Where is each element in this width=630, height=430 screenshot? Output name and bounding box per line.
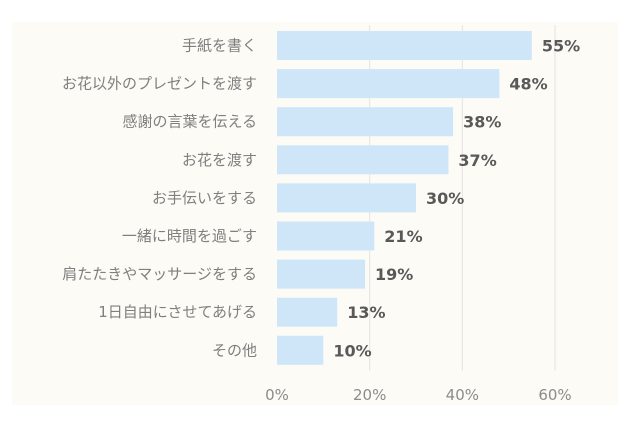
value-label: 10%	[333, 341, 371, 360]
bar	[277, 107, 454, 137]
value-label: 19%	[375, 265, 413, 284]
category-label: 感謝の言葉を伝える	[122, 113, 257, 131]
value-label: 37%	[458, 151, 496, 170]
value-label: 21%	[384, 227, 422, 246]
x-tick-label: 60%	[538, 386, 571, 404]
bar	[277, 221, 375, 251]
bar	[277, 31, 532, 60]
category-label: 一緒に時間を過ごす	[122, 227, 257, 245]
value-label: 48%	[509, 75, 547, 94]
bar	[277, 145, 449, 175]
category-label: 肩たたきやマッサージをする	[62, 265, 257, 283]
value-label: 38%	[463, 113, 501, 132]
bar	[277, 69, 500, 99]
x-tick-label: 0%	[265, 386, 289, 404]
bars	[277, 31, 532, 365]
bar	[277, 259, 366, 289]
value-label: 30%	[426, 189, 464, 208]
bar	[277, 183, 416, 213]
category-label: 手紙を書く	[182, 37, 257, 55]
category-labels: 手紙を書くお花以外のプレゼントを渡す感謝の言葉を伝えるお花を渡すお手伝いをする一…	[62, 37, 257, 360]
category-label: その他	[212, 341, 257, 359]
x-axis-tick-labels: 0% 20% 40% 60%	[265, 386, 572, 404]
value-labels: 55% 48% 38% 37% 30%21% 19% 13% 10%	[333, 37, 580, 361]
category-label: お花以外のプレゼントを渡す	[62, 75, 257, 93]
value-label: 13%	[347, 303, 385, 322]
category-label: 1日自由にさせてあげる	[98, 303, 257, 321]
category-label: お手伝いをする	[152, 189, 257, 207]
value-label: 55%	[542, 37, 580, 56]
bar	[277, 297, 338, 327]
bar	[277, 335, 324, 365]
x-tick-label: 40%	[446, 386, 479, 404]
category-label: お花を渡す	[182, 151, 257, 169]
x-tick-label: 20%	[353, 386, 386, 404]
